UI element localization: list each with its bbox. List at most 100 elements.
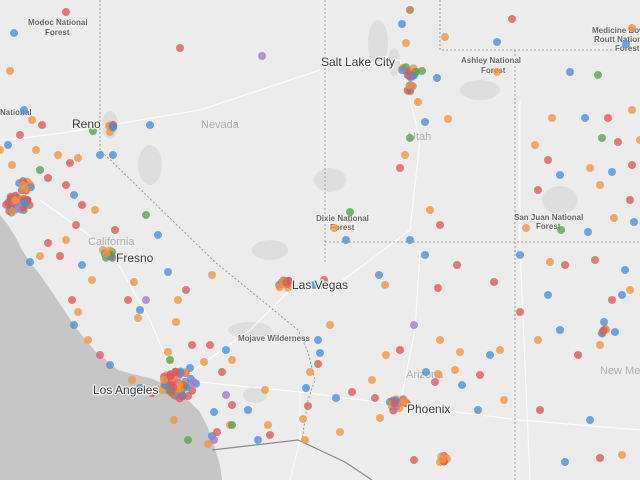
- map-point[interactable]: [96, 351, 104, 359]
- map-point[interactable]: [56, 252, 64, 260]
- map-point[interactable]: [266, 431, 274, 439]
- map-point[interactable]: [142, 211, 150, 219]
- map-point[interactable]: [91, 206, 99, 214]
- map-point[interactable]: [26, 258, 34, 266]
- map-point[interactable]: [490, 278, 498, 286]
- map-point[interactable]: [299, 415, 307, 423]
- map-point[interactable]: [410, 456, 418, 464]
- map-point[interactable]: [2, 200, 11, 209]
- map-point[interactable]: [96, 151, 104, 159]
- map-point[interactable]: [406, 134, 414, 142]
- map-point[interactable]: [400, 397, 409, 406]
- map-point[interactable]: [348, 388, 356, 396]
- map-point[interactable]: [228, 421, 236, 429]
- map-point[interactable]: [304, 402, 312, 410]
- map-point[interactable]: [188, 341, 196, 349]
- map-point[interactable]: [108, 122, 117, 131]
- map-point[interactable]: [390, 399, 399, 408]
- map-point[interactable]: [433, 74, 441, 82]
- map-point[interactable]: [88, 276, 96, 284]
- map-point[interactable]: [544, 291, 552, 299]
- map-point[interactable]: [62, 8, 70, 16]
- map-point[interactable]: [574, 351, 582, 359]
- map-point[interactable]: [184, 392, 193, 400]
- map-point[interactable]: [608, 168, 616, 176]
- map-point[interactable]: [594, 71, 602, 79]
- map-point[interactable]: [208, 271, 216, 279]
- map-point[interactable]: [16, 131, 24, 139]
- map-point[interactable]: [66, 159, 74, 167]
- map-point[interactable]: [493, 68, 501, 76]
- map-point[interactable]: [628, 106, 636, 114]
- map-point[interactable]: [302, 384, 310, 392]
- map-point[interactable]: [436, 221, 444, 229]
- map-point[interactable]: [630, 218, 638, 226]
- map-point[interactable]: [170, 416, 178, 424]
- map-point[interactable]: [222, 391, 230, 399]
- map-point[interactable]: [456, 348, 464, 356]
- map-point[interactable]: [130, 278, 138, 286]
- map-point[interactable]: [508, 15, 516, 23]
- map-point[interactable]: [591, 256, 599, 264]
- map-point[interactable]: [336, 428, 344, 436]
- map-point[interactable]: [556, 326, 564, 334]
- map-point[interactable]: [320, 276, 328, 284]
- map-point[interactable]: [376, 414, 384, 422]
- map-point[interactable]: [608, 296, 616, 304]
- map-point[interactable]: [70, 191, 78, 199]
- map-point[interactable]: [146, 121, 154, 129]
- map-point[interactable]: [382, 351, 390, 359]
- map-point[interactable]: [581, 114, 589, 122]
- map-point[interactable]: [142, 296, 150, 304]
- map-point[interactable]: [626, 196, 634, 204]
- map-point[interactable]: [167, 388, 176, 397]
- map-point[interactable]: [396, 346, 404, 354]
- map-point[interactable]: [342, 236, 350, 244]
- map-point[interactable]: [406, 6, 414, 14]
- map-point[interactable]: [0, 146, 4, 154]
- map-point[interactable]: [546, 258, 554, 266]
- map-point[interactable]: [375, 271, 383, 279]
- map-point[interactable]: [381, 281, 389, 289]
- map-point[interactable]: [20, 106, 28, 114]
- map-point[interactable]: [306, 368, 314, 376]
- map-point[interactable]: [636, 136, 640, 144]
- map-point[interactable]: [228, 356, 236, 364]
- map-point[interactable]: [254, 436, 262, 444]
- map-point[interactable]: [474, 406, 482, 414]
- map-point[interactable]: [401, 151, 409, 159]
- map-point[interactable]: [84, 336, 92, 344]
- map-point[interactable]: [426, 206, 434, 214]
- map-point[interactable]: [438, 455, 447, 464]
- map-point[interactable]: [628, 161, 636, 169]
- map-point[interactable]: [11, 196, 20, 205]
- map-point[interactable]: [561, 261, 569, 269]
- map-point[interactable]: [422, 368, 430, 376]
- map-point[interactable]: [106, 361, 114, 369]
- map-point[interactable]: [598, 134, 606, 142]
- map-point[interactable]: [418, 67, 426, 75]
- map-point[interactable]: [264, 421, 272, 429]
- map-point[interactable]: [398, 20, 406, 28]
- map-point[interactable]: [72, 221, 80, 229]
- map-point[interactable]: [258, 52, 266, 60]
- map-point[interactable]: [124, 296, 132, 304]
- map-point[interactable]: [136, 384, 144, 392]
- map-point[interactable]: [261, 386, 269, 394]
- map-point[interactable]: [36, 252, 44, 260]
- map-point[interactable]: [164, 348, 172, 356]
- map-point[interactable]: [275, 283, 284, 292]
- map-point[interactable]: [421, 251, 429, 259]
- map-point[interactable]: [10, 29, 18, 37]
- map-point[interactable]: [316, 349, 324, 357]
- incident-points[interactable]: [0, 6, 640, 466]
- map-point[interactable]: [148, 389, 156, 397]
- map-point[interactable]: [434, 370, 442, 378]
- map-point[interactable]: [171, 367, 180, 376]
- map-point[interactable]: [486, 351, 494, 359]
- map-point[interactable]: [346, 208, 354, 216]
- map-point[interactable]: [444, 115, 452, 123]
- map-point[interactable]: [21, 184, 29, 193]
- map-point[interactable]: [175, 381, 184, 389]
